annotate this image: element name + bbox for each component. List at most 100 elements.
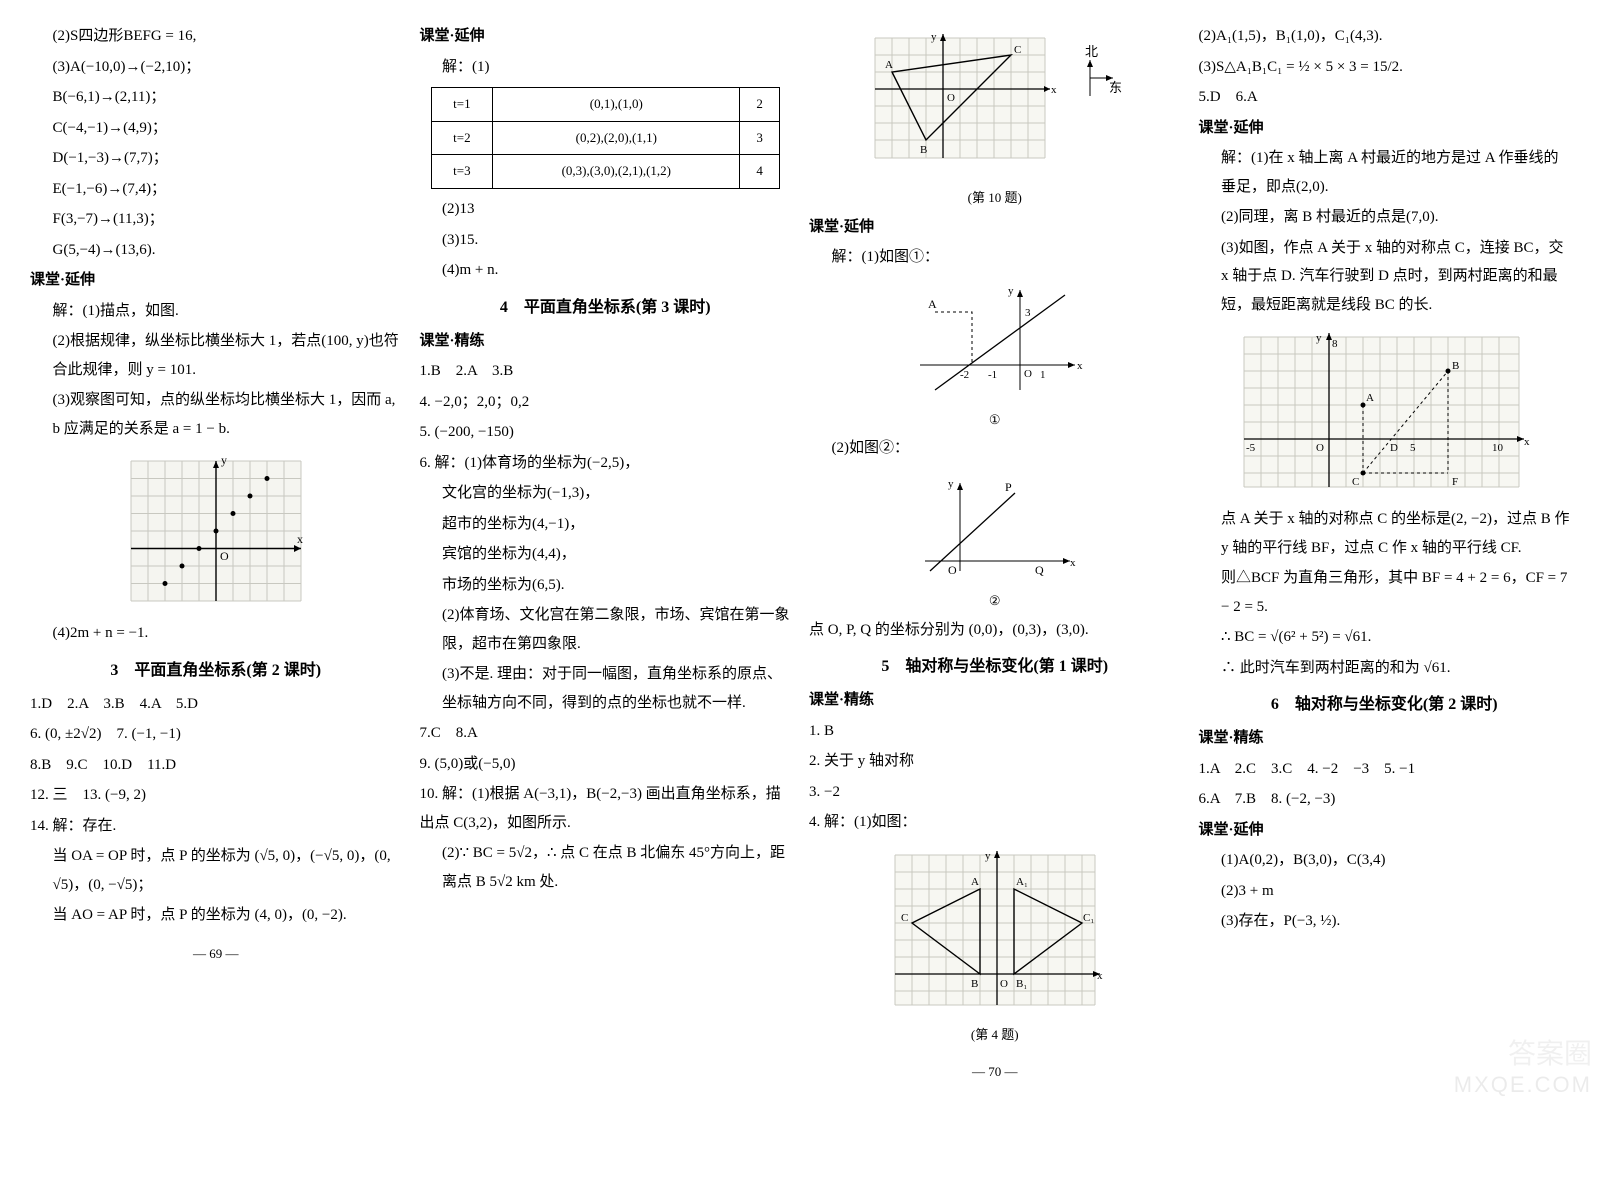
svg-text:O: O <box>948 563 957 577</box>
text: ∴ 此时汽车到两村距离的和为 √61. <box>1199 654 1571 683</box>
svg-text:x: x <box>1097 970 1103 982</box>
svg-text:O: O <box>1316 442 1324 454</box>
text: C(−4,−1)→(4,9)； <box>30 114 402 143</box>
origin-label: O <box>220 549 229 563</box>
text: 1.B 2.A 3.B <box>420 357 792 386</box>
text: (4)m + n. <box>420 256 792 285</box>
fig-num: ② <box>809 589 1181 614</box>
text: 10. 解：(1)根据 A(−3,1)，B(−2,−3) 画出直角坐标系，描出点… <box>420 780 792 837</box>
text: (2)如图②： <box>809 434 1181 463</box>
svg-text:C: C <box>901 912 908 924</box>
svg-text:y: y <box>948 478 954 490</box>
text: 4. 解：(1)如图： <box>809 808 1181 837</box>
text: 解：(1) <box>420 53 792 82</box>
text: (2)体育场、文化宫在第二象限，市场、宾馆在第一象限，超市在第四象限. <box>420 601 792 658</box>
svg-text:B₁: B₁ <box>1016 978 1027 990</box>
table-row: t=1(0,1),(1,0)2 <box>431 88 779 122</box>
svg-text:y: y <box>931 31 937 43</box>
cell: t=1 <box>431 88 493 122</box>
svg-text:C₁: C₁ <box>1083 912 1094 924</box>
text: 宾馆的坐标为(4,4)， <box>420 540 792 569</box>
heading: 课堂·精练 <box>1199 724 1571 753</box>
heading: 课堂·延伸 <box>420 22 792 51</box>
text: (3)存在，P(−3, ½). <box>1199 907 1571 936</box>
table-col2: t=1(0,1),(1,0)2 t=2(0,2),(2,0),(1,1)3 t=… <box>431 87 780 189</box>
figure-col4: A B C D F O x y -5 5 10 8 <box>1199 327 1571 497</box>
section-6-title: 6 轴对称与坐标变化(第 2 课时) <box>1199 690 1571 720</box>
svg-text:C: C <box>1352 476 1359 488</box>
text: 6.A 7.B 8. (−2, −3) <box>1199 785 1571 814</box>
text: 市场的坐标为(6,5). <box>420 571 792 600</box>
fig-num: ① <box>809 408 1181 433</box>
svg-text:A: A <box>971 876 979 888</box>
text: 1. B <box>809 717 1181 746</box>
figure-grid-1: y x O <box>30 451 402 611</box>
heading: 课堂·精练 <box>809 686 1181 715</box>
svg-text:y: y <box>1316 332 1322 344</box>
text: (2)3 + m <box>1199 877 1571 906</box>
text: D(−1,−3)→(7,7)； <box>30 144 402 173</box>
svg-text:A: A <box>1366 392 1374 404</box>
text: G(5,−4)→(13,6). <box>30 236 402 265</box>
svg-text:东: 东 <box>1109 80 1122 95</box>
text: 5.D 6.A <box>1199 83 1571 112</box>
text: 点 O, P, Q 的坐标分别为 (0,0)，(0,3)，(3,0). <box>809 616 1181 645</box>
page-number-left: — 69 — <box>30 942 402 967</box>
text: 6. (0, ±2√2) 7. (−1, −1) <box>30 720 402 749</box>
text: (4)2m + n = −1. <box>30 619 402 648</box>
text: ∴ BC = √(6² + 5²) = √61. <box>1199 623 1571 652</box>
svg-text:B: B <box>1452 360 1459 372</box>
text: 12. 三 13. (−9, 2) <box>30 781 402 810</box>
text: (2)根据规律，纵坐标比横坐标大 1，若点(100, y)也符合此规律，则 y … <box>30 327 402 384</box>
heading: 课堂·延伸 <box>1199 816 1571 845</box>
cell: 2 <box>740 88 779 122</box>
svg-text:5: 5 <box>1410 442 1416 454</box>
section-4-title: 4 平面直角坐标系(第 3 课时) <box>420 293 792 323</box>
section-3-title: 3 平面直角坐标系(第 2 课时) <box>30 656 402 686</box>
svg-text:y: y <box>985 850 991 862</box>
svg-text:1: 1 <box>1040 369 1046 381</box>
svg-text:北: 北 <box>1085 44 1098 59</box>
svg-text:x: x <box>1524 436 1530 448</box>
svg-text:x: x <box>1077 360 1083 372</box>
text: 7.C 8.A <box>420 719 792 748</box>
table-row: t=3(0,3),(3,0),(2,1),(1,2)4 <box>431 155 779 189</box>
cell: (0,2),(2,0),(1,1) <box>493 121 740 155</box>
watermark-logo: 答案圈 <box>1508 1032 1592 1072</box>
figure-q10: A B C O x y 北 东 <box>809 28 1181 178</box>
column-1: (2)S四边形BEFG = 16, (3)A(−10,0)→(−2,10)； B… <box>30 20 402 1084</box>
svg-text:8: 8 <box>1332 338 1338 350</box>
column-4: (2)A₁(1,5)，B₁(1,0)，C₁(4,3). (3)S△A₁B₁C₁ … <box>1199 20 1571 1084</box>
text: 点 A 关于 x 轴的对称点 C 的坐标是(2, −2)，过点 B 作 y 轴的… <box>1199 505 1571 562</box>
text: 2. 关于 y 轴对称 <box>809 747 1181 776</box>
text: 14. 解：存在. <box>30 812 402 841</box>
svg-text:B: B <box>920 144 927 156</box>
axis-label-x: x <box>297 532 303 546</box>
cell: (0,1),(1,0) <box>493 88 740 122</box>
watermark-url: MXQE.COM <box>1454 1072 1592 1098</box>
figure-1: A -2 -1 O 1 3 x y <box>809 280 1181 400</box>
text: 3. −2 <box>809 778 1181 807</box>
cell: 3 <box>740 121 779 155</box>
cell: t=3 <box>431 155 493 189</box>
text: 解：(1)在 x 轴上离 A 村最近的地方是过 A 作垂线的垂足，即点(2,0)… <box>1199 144 1571 201</box>
page-number-right: — 70 — <box>809 1060 1181 1085</box>
svg-text:O: O <box>1000 978 1008 990</box>
cell: (0,3),(3,0),(2,1),(1,2) <box>493 155 740 189</box>
svg-text:x: x <box>1051 84 1057 96</box>
text: 8.B 9.C 10.D 11.D <box>30 751 402 780</box>
text: 文化宫的坐标为(−1,3)， <box>420 479 792 508</box>
svg-text:O: O <box>947 92 955 104</box>
text: E(−1,−6)→(7,4)； <box>30 175 402 204</box>
heading: 课堂·延伸 <box>809 213 1181 242</box>
text: 超市的坐标为(4,−1)， <box>420 510 792 539</box>
svg-text:F: F <box>1452 476 1458 488</box>
text: 1.D 2.A 3.B 4.A 5.D <box>30 690 402 719</box>
svg-text:D: D <box>1390 442 1398 454</box>
section-5-title: 5 轴对称与坐标变化(第 1 课时) <box>809 652 1181 682</box>
svg-text:3: 3 <box>1025 307 1031 319</box>
heading: 课堂·延伸 <box>1199 114 1571 143</box>
svg-text:B: B <box>971 978 978 990</box>
text: (2)A₁(1,5)，B₁(1,0)，C₁(4,3). <box>1199 22 1571 51</box>
column-3: A B C O x y 北 东 (第 10 题) 课堂·延伸 解：(1)如图①：… <box>809 20 1181 1084</box>
